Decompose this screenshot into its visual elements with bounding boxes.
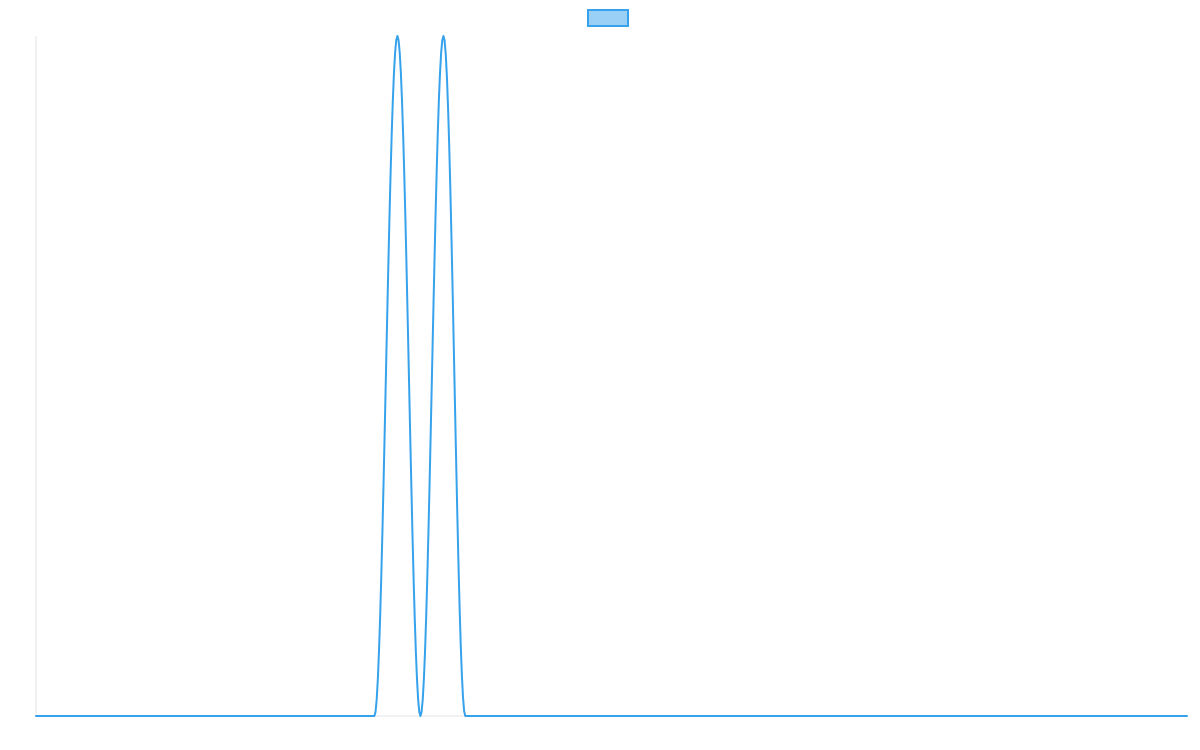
series-layer (35, 35, 1188, 717)
legend[interactable] (587, 9, 629, 27)
legend-swatch-0[interactable] (587, 9, 629, 27)
series-line-0 (35, 35, 1188, 717)
